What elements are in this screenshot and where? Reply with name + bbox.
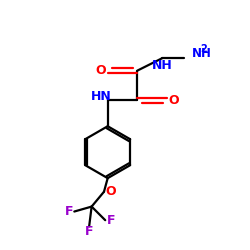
Text: HN: HN — [90, 90, 111, 103]
Text: NH: NH — [152, 59, 172, 72]
Text: F: F — [106, 214, 115, 227]
Text: O: O — [96, 64, 106, 77]
Text: NH: NH — [192, 47, 212, 60]
Text: F: F — [85, 225, 94, 238]
Text: 2: 2 — [200, 44, 207, 54]
Text: F: F — [65, 205, 73, 218]
Text: O: O — [106, 185, 116, 198]
Text: O: O — [169, 94, 179, 107]
